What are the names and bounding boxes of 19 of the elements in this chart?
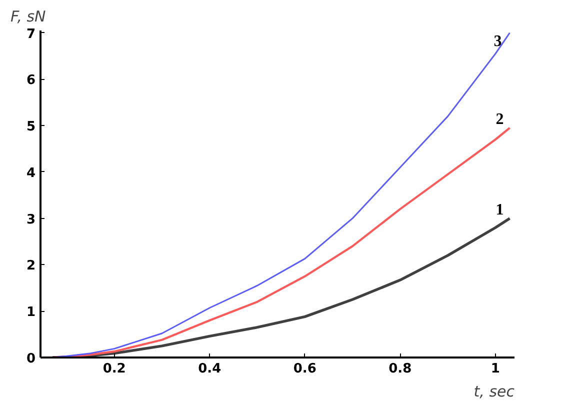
y-tick-label: 0 <box>26 352 36 366</box>
x-tick-label: 1 <box>490 362 500 376</box>
y-tick-label: 5 <box>26 120 36 135</box>
y-tick-label: 2 <box>26 258 36 274</box>
x-tick-label: 0.2 <box>102 362 126 376</box>
x-axis-title: t, sec <box>474 382 516 400</box>
x-tick-label: 0.8 <box>388 362 412 376</box>
y-axis-title: F, sN <box>10 8 46 26</box>
y-tick-label: 6 <box>26 73 36 88</box>
series-label: 2 <box>496 110 504 128</box>
x-tick-label: 0.6 <box>293 362 316 376</box>
y-tick-label: 7 <box>26 26 36 42</box>
y-tick-label: 1 <box>26 305 36 320</box>
x-tick-label: 0.4 <box>198 362 222 376</box>
line-series <box>51 217 512 358</box>
y-tick-label: 3 <box>26 212 36 228</box>
series-label: 3 <box>494 32 502 50</box>
series-label: 1 <box>496 201 504 218</box>
y-tick-label: 4 <box>26 166 36 181</box>
